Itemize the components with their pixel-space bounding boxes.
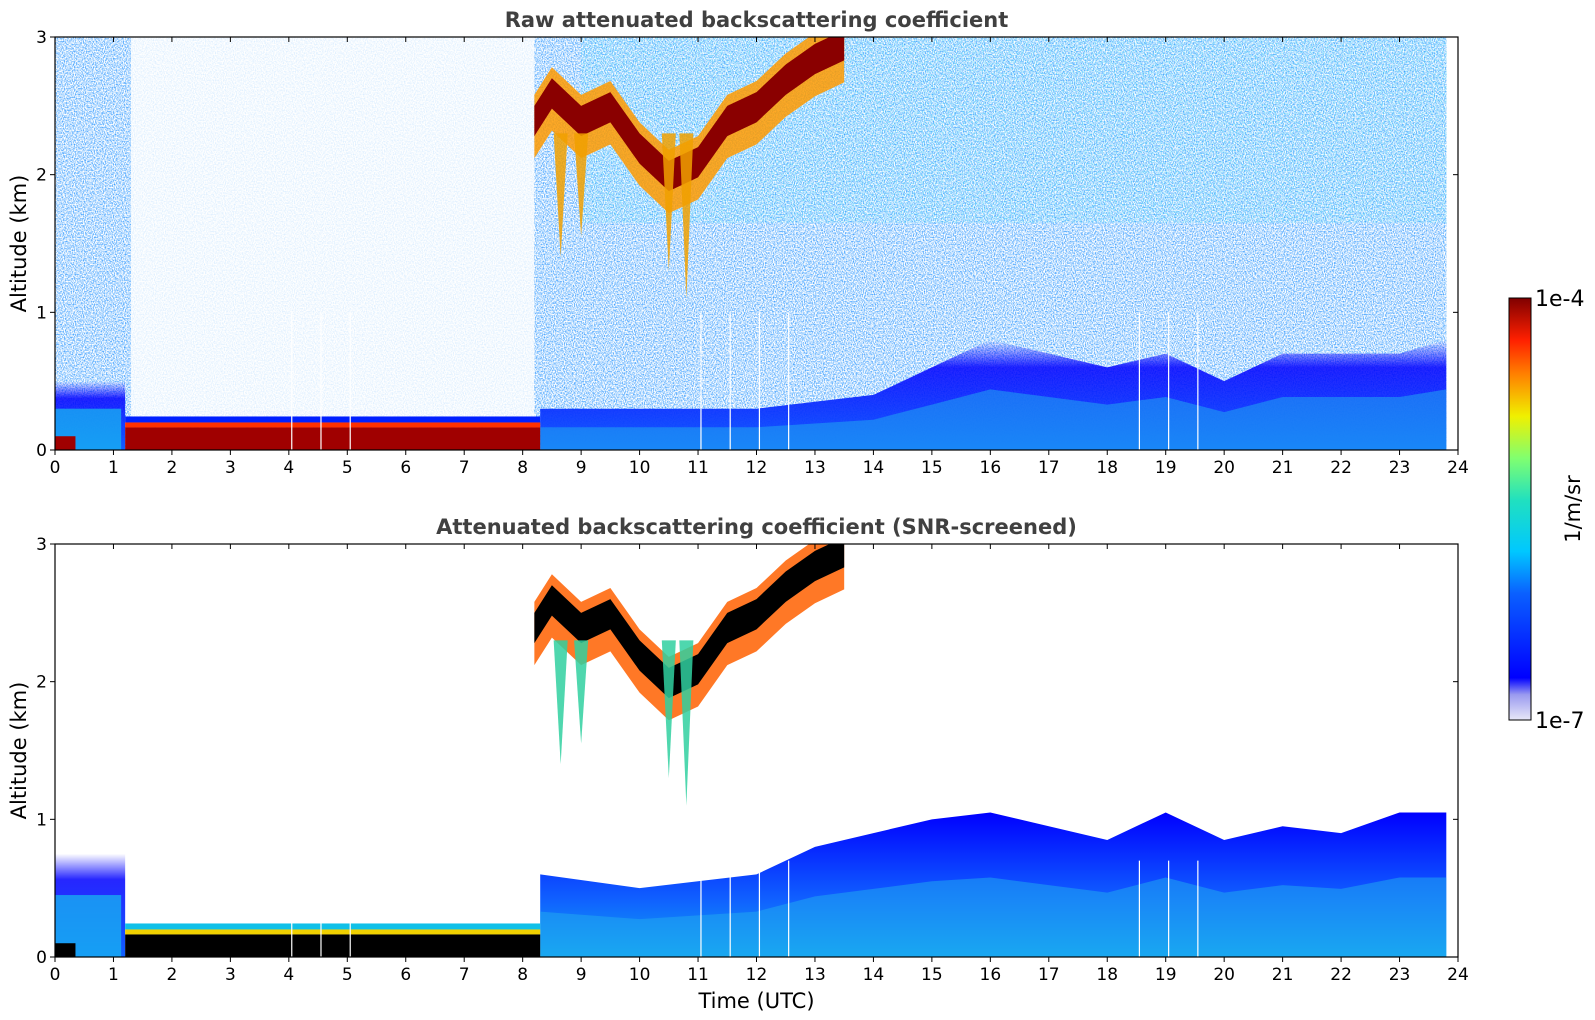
bottom-y-axis-label: Altitude (km) (7, 682, 31, 820)
early-surface-layer (55, 943, 76, 957)
surface-layer (125, 427, 541, 450)
x-tick-label: 21 (1272, 965, 1294, 985)
x-tick-label: 3 (225, 965, 236, 985)
early-surface-layer (55, 436, 76, 450)
bottom-x-axis: 0 1 2 3 4 5 6 7 8 9 10 11 12 13 14 15 16 17 18 19 20 21 22 23 24 (50, 544, 1469, 985)
colorbar-max-label: 1e-4 (1535, 287, 1584, 312)
x-tick-label: 20 (1213, 965, 1235, 985)
y-tick-label: 0 (36, 948, 47, 968)
x-tick-label: 23 (1389, 458, 1411, 478)
x-tick-label: 19 (1155, 458, 1177, 478)
x-tick-label: 0 (50, 965, 61, 985)
virga-streak (679, 133, 694, 299)
virga-streak (661, 133, 676, 272)
cloud-halo (534, 544, 845, 721)
x-tick-label: 19 (1155, 965, 1177, 985)
x-tick-label: 9 (576, 965, 587, 985)
x-tick-label: 7 (459, 965, 470, 985)
x-tick-label: 20 (1213, 458, 1235, 478)
x-tick-label: 24 (1447, 965, 1469, 985)
top-panel-title: Raw attenuated backscattering coefficien… (505, 8, 1009, 32)
surface-layer-edge (125, 923, 541, 930)
virga-streak (574, 133, 589, 237)
x-tick-label: 12 (746, 458, 768, 478)
bottom-heatmap-area (55, 544, 1447, 957)
colorbar: 1e-4 1e-7 1/m/sr (1508, 287, 1585, 734)
boundary-layer-lower (540, 389, 1447, 450)
x-tick-label: 10 (629, 458, 651, 478)
x-tick-label: 8 (517, 965, 528, 985)
virga-streak (574, 640, 589, 744)
surface-layer-transition (125, 422, 541, 428)
x-tick-label: 13 (804, 458, 826, 478)
y-tick-label: 3 (36, 535, 47, 555)
virga-streak (661, 640, 676, 779)
surface-layer-edge (125, 416, 541, 423)
x-tick-label: 15 (921, 458, 943, 478)
x-tick-label: 10 (629, 965, 651, 985)
y-tick-label: 3 (36, 28, 47, 48)
x-tick-label: 11 (687, 458, 709, 478)
y-tick-label: 0 (36, 441, 47, 461)
x-tick-label: 22 (1330, 965, 1352, 985)
x-tick-label: 16 (980, 965, 1002, 985)
y-tick-label: 2 (36, 673, 47, 693)
x-tick-label: 9 (576, 458, 587, 478)
virga-streak (553, 133, 568, 258)
x-tick-label: 1 (108, 965, 119, 985)
x-tick-label: 6 (400, 965, 411, 985)
y-tick-label: 1 (36, 810, 47, 830)
virga-streak (679, 640, 694, 806)
x-tick-label: 0 (50, 458, 61, 478)
surface-layer (125, 934, 541, 957)
top-panel: Raw attenuated backscattering coefficien… (7, 8, 1469, 478)
x-tick-label: 17 (1038, 458, 1060, 478)
top-x-axis: 0 1 2 3 4 5 6 7 8 9 10 11 12 13 14 15 16 17 18 19 20 21 22 23 24 (50, 37, 1469, 478)
bottom-panel-title: Attenuated backscattering coefficient (S… (436, 515, 1077, 539)
top-y-axis: 0 1 2 3 (36, 28, 1458, 461)
x-tick-label: 15 (921, 965, 943, 985)
virga-streak (553, 640, 568, 765)
y-tick-label: 1 (36, 303, 47, 323)
colorbar-min-label: 1e-7 (1535, 709, 1584, 734)
x-tick-label: 23 (1389, 965, 1411, 985)
low-signal-gap (130, 37, 535, 423)
x-tick-label: 7 (459, 458, 470, 478)
top-y-axis-label: Altitude (km) (7, 175, 31, 313)
x-tick-label: 12 (746, 965, 768, 985)
x-tick-label: 24 (1447, 458, 1469, 478)
y-tick-label: 2 (36, 166, 47, 186)
bottom-panel: Attenuated backscattering coefficient (S… (7, 515, 1469, 1013)
x-tick-label: 21 (1272, 458, 1294, 478)
x-tick-label: 2 (167, 965, 178, 985)
bottom-y-axis: 0 1 2 3 (36, 535, 1458, 968)
x-tick-label: 5 (342, 965, 353, 985)
boundary-layer-lower (540, 877, 1447, 957)
surface-layer-transition (125, 929, 541, 935)
x-tick-label: 18 (1096, 965, 1118, 985)
x-tick-label: 11 (687, 965, 709, 985)
x-tick-label: 4 (283, 458, 294, 478)
x-tick-label: 14 (863, 965, 885, 985)
x-tick-label: 18 (1096, 458, 1118, 478)
colorbar-unit-label: 1/m/sr (1561, 475, 1585, 543)
x-tick-label: 14 (863, 458, 885, 478)
x-tick-label: 17 (1038, 965, 1060, 985)
x-tick-label: 13 (804, 965, 826, 985)
x-tick-label: 2 (167, 458, 178, 478)
colorbar-gradient (1508, 297, 1532, 721)
x-tick-label: 4 (283, 965, 294, 985)
x-tick-label: 3 (225, 458, 236, 478)
x-tick-label: 16 (980, 458, 1002, 478)
x-tick-label: 8 (517, 458, 528, 478)
x-tick-label: 5 (342, 458, 353, 478)
x-tick-label: 22 (1330, 458, 1352, 478)
top-heatmap-area (55, 37, 1447, 450)
x-tick-label: 1 (108, 458, 119, 478)
x-tick-label: 6 (400, 458, 411, 478)
x-axis-label: Time (UTC) (697, 989, 814, 1013)
cloud-halo (534, 37, 845, 214)
